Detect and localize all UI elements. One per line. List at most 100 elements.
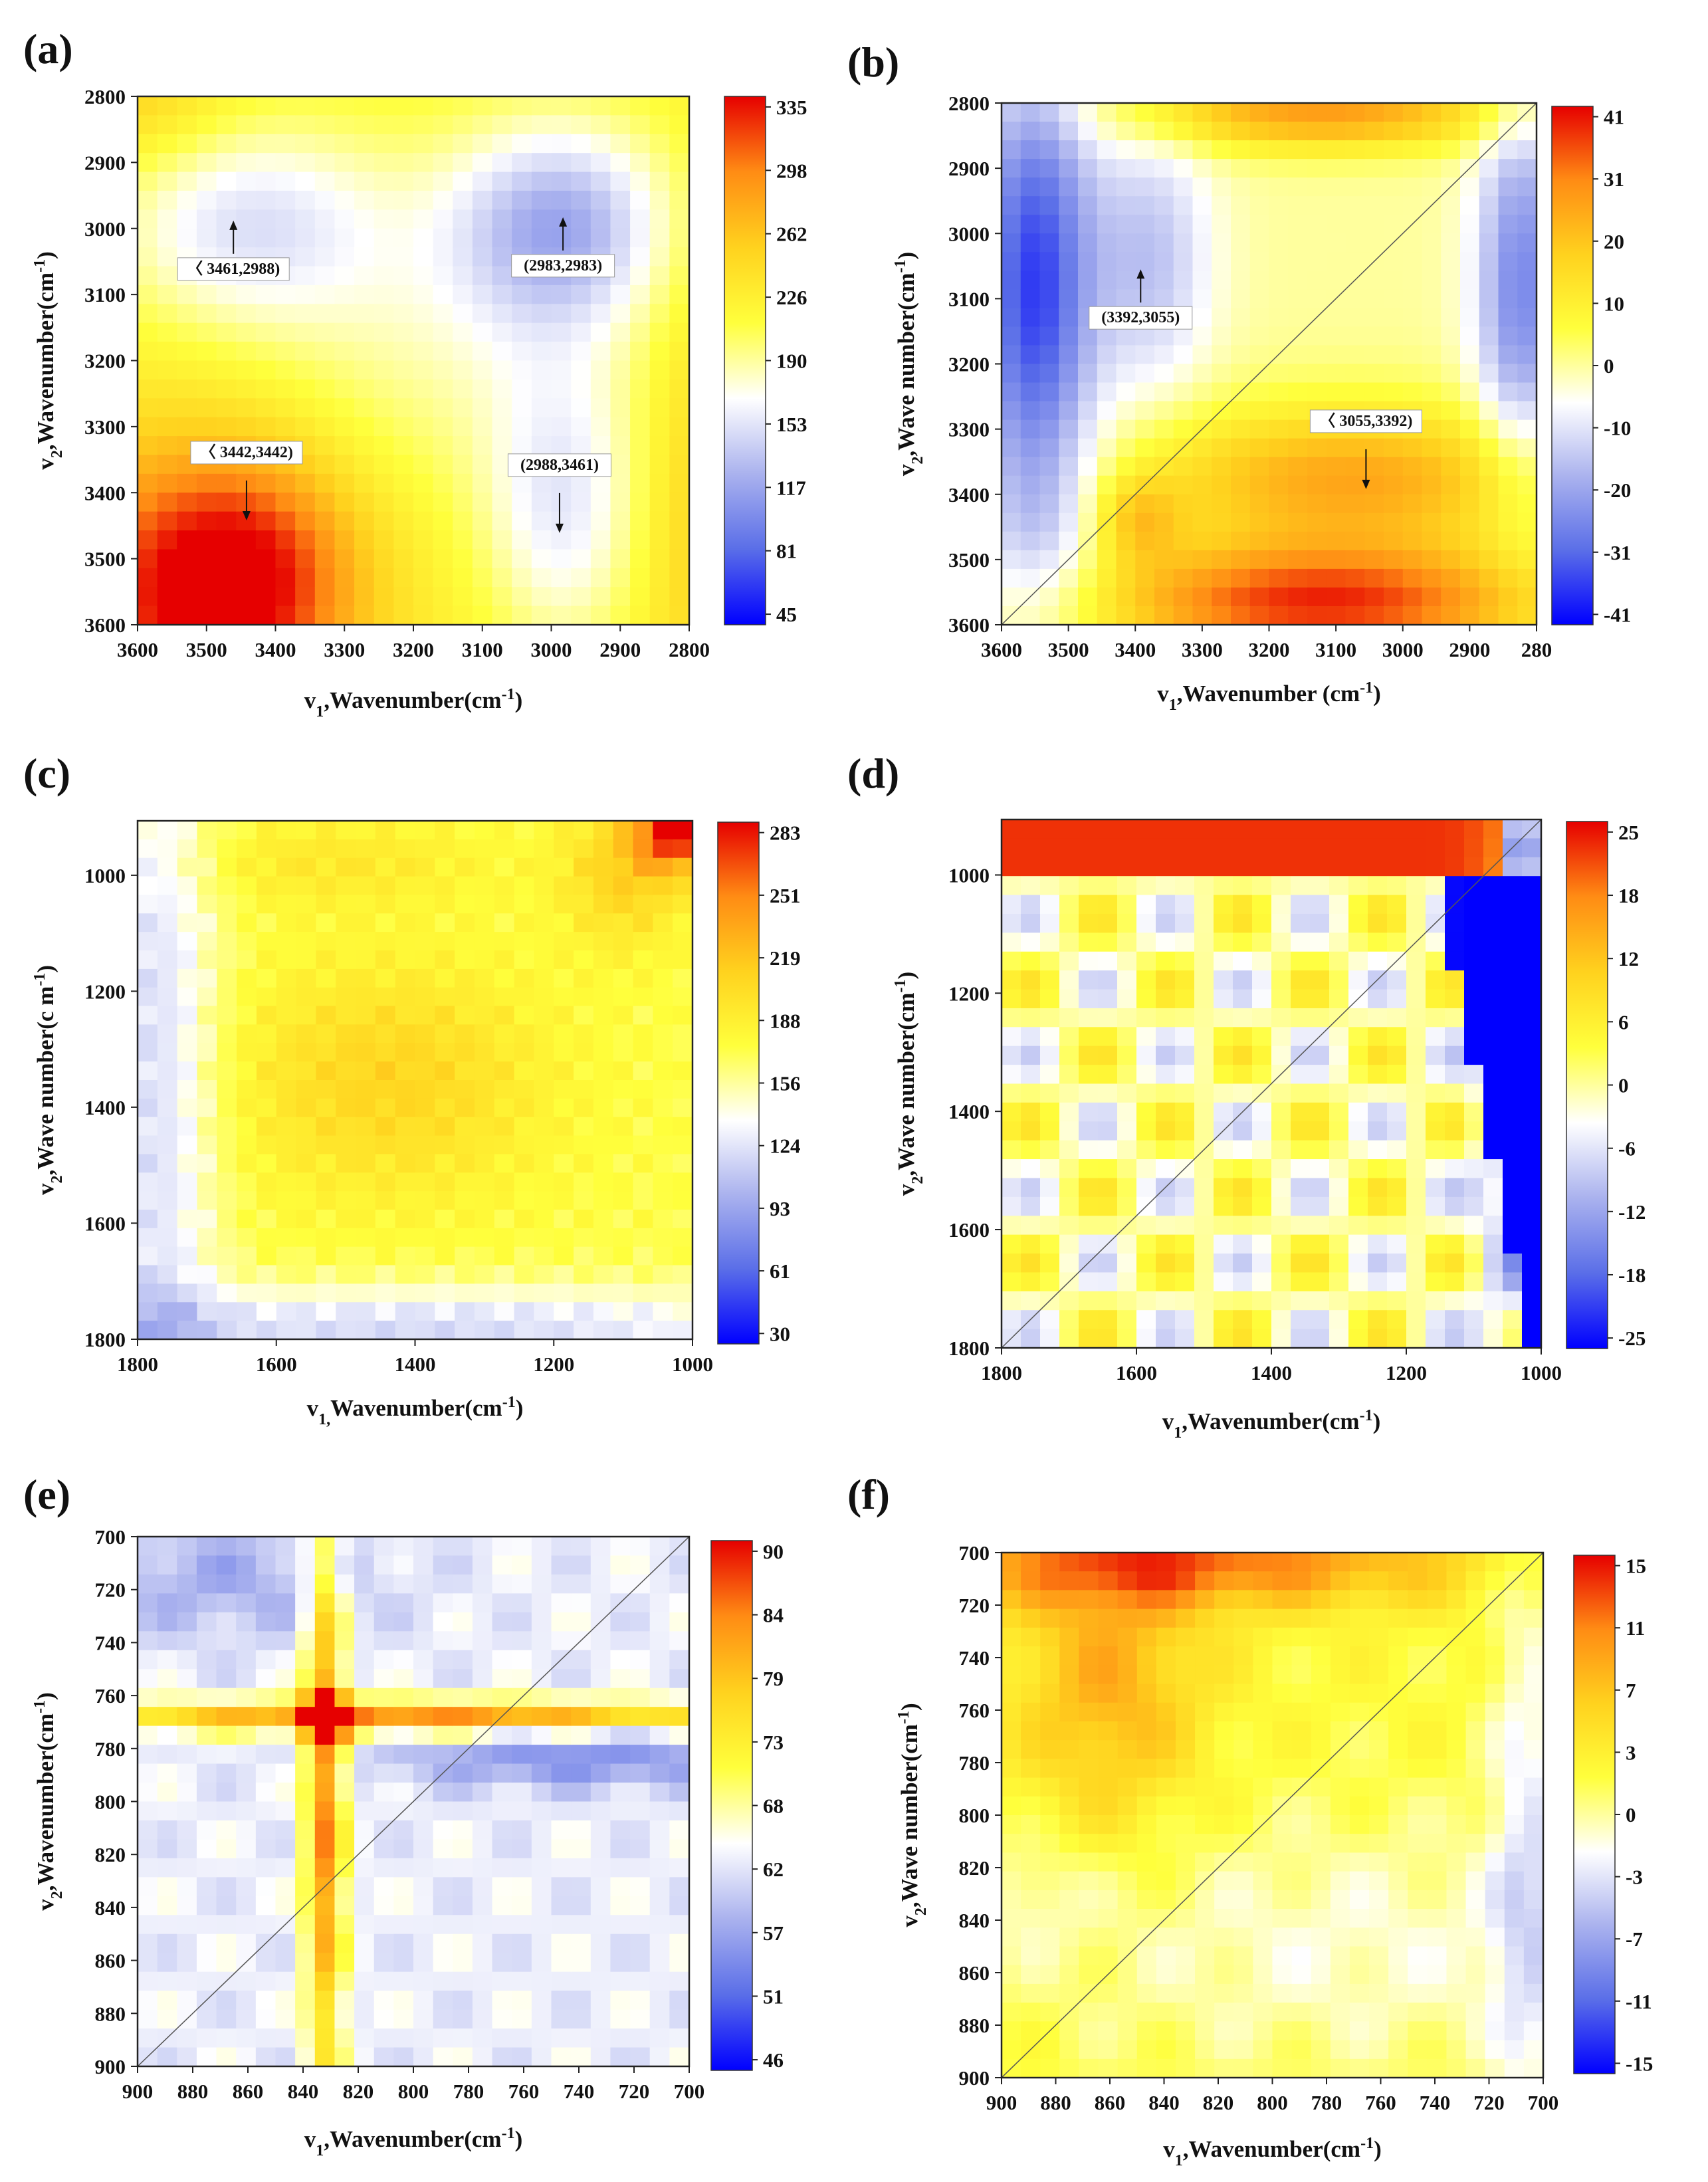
heatmap-cell <box>157 379 178 399</box>
heatmap-cell <box>1291 1759 1312 1779</box>
heatmap-cell <box>276 876 297 896</box>
heatmap-cell <box>1326 103 1346 122</box>
heatmap-cell <box>649 96 671 116</box>
heatmap-cell <box>1388 1665 1409 1685</box>
heatmap-cell <box>1002 1646 1021 1666</box>
heatmap-cell <box>236 1707 257 1727</box>
heatmap-cell <box>1117 1646 1138 1666</box>
heatmap-cell <box>316 821 337 840</box>
heatmap-cell <box>571 115 591 135</box>
heatmap-cell <box>1116 419 1136 439</box>
heatmap-cell <box>531 473 552 494</box>
heatmap-cell <box>673 1117 693 1137</box>
heatmap-cell <box>1441 401 1461 421</box>
heatmap-cell <box>571 473 591 494</box>
heatmap-cell <box>571 1896 591 1916</box>
heatmap-cell <box>1117 1871 1138 1891</box>
heatmap-cell <box>1483 1272 1503 1292</box>
heatmap-cell <box>354 228 375 248</box>
heatmap-cell <box>1402 252 1423 272</box>
heatmap-cell <box>374 1839 395 1859</box>
heatmap-cell <box>455 1210 475 1229</box>
heatmap-cell <box>1272 1946 1293 1966</box>
heatmap-cell <box>236 153 257 173</box>
heatmap-cell <box>1427 1834 1447 1854</box>
heatmap-cell <box>216 1707 237 1727</box>
heatmap-cell <box>1156 1083 1176 1103</box>
heatmap-cell <box>413 1801 434 1821</box>
heatmap-cell <box>1408 1834 1428 1854</box>
heatmap-cell <box>177 1593 197 1613</box>
heatmap-cell <box>1136 951 1156 971</box>
heatmap-cell <box>1446 1815 1467 1835</box>
heatmap-cell <box>1406 1234 1426 1254</box>
heatmap-cell <box>1427 1815 1447 1835</box>
heatmap-cell <box>1059 989 1079 1009</box>
heatmap-cell <box>256 1043 277 1062</box>
x-tick-label: 1600 <box>256 1353 297 1376</box>
x-tick-label: 3200 <box>1249 638 1290 661</box>
heatmap-cell <box>1117 2003 1138 2022</box>
heatmap-cell <box>1329 1083 1349 1103</box>
heatmap-cell <box>633 857 654 877</box>
heatmap-cell <box>216 605 237 625</box>
heatmap-cell <box>1269 531 1289 551</box>
heatmap-cell <box>157 134 178 154</box>
heatmap-cell <box>514 839 535 859</box>
heatmap-cell <box>494 1172 515 1192</box>
heatmap-cell <box>433 1877 454 1897</box>
heatmap-cell <box>1408 2021 1428 2041</box>
heatmap-cell <box>590 1971 611 1991</box>
heatmap-cell <box>1445 1008 1465 1028</box>
heatmap-cell <box>1271 1272 1291 1292</box>
heatmap-cell <box>1326 271 1346 290</box>
heatmap-cell <box>336 913 356 932</box>
heatmap-cell <box>571 1915 591 1935</box>
heatmap-cell <box>138 266 158 286</box>
heatmap-cell <box>1002 1927 1021 1947</box>
heatmap-cell <box>1252 838 1272 858</box>
heatmap-cell <box>474 857 495 877</box>
heatmap-cell <box>1288 382 1308 402</box>
heatmap-cell <box>138 511 158 531</box>
heatmap-cell <box>395 1098 416 1118</box>
heatmap-cell <box>1192 215 1213 235</box>
heatmap-cell <box>1002 345 1021 365</box>
heatmap-cell <box>1271 1008 1291 1028</box>
heatmap-cell <box>590 1574 611 1594</box>
heatmap-cell <box>534 1246 555 1266</box>
heatmap-cell <box>514 950 535 970</box>
heatmap-cell <box>1522 857 1541 877</box>
heatmap-cell <box>1369 2003 1389 2022</box>
heatmap-cell <box>1252 1140 1272 1160</box>
heatmap-cell <box>356 1135 376 1155</box>
heatmap-cell <box>512 209 532 229</box>
heatmap-cell <box>334 1839 355 1859</box>
heatmap-cell <box>472 417 493 437</box>
heatmap-cell <box>1059 1871 1080 1891</box>
heatmap-cell <box>1387 1178 1407 1198</box>
heatmap-cell <box>472 1877 493 1897</box>
x-tick-label: 800 <box>398 2080 429 2103</box>
heatmap-cell <box>1465 1684 1486 1703</box>
heatmap-cell <box>1479 215 1499 235</box>
heatmap-cell <box>1445 970 1465 990</box>
heatmap-cell <box>435 1006 455 1026</box>
heatmap-cell <box>494 1154 515 1174</box>
heatmap-cell <box>295 2028 316 2048</box>
heatmap-cell <box>649 398 671 418</box>
heatmap-cell <box>1402 103 1423 122</box>
heatmap-cell <box>1116 252 1136 272</box>
heatmap-cell <box>295 1877 316 1897</box>
heatmap-cell <box>295 134 316 154</box>
heatmap-cell <box>413 568 434 588</box>
heatmap-cell <box>531 530 552 550</box>
heatmap-cell <box>1464 1272 1484 1292</box>
heatmap-cell <box>653 1080 673 1099</box>
heatmap-cell <box>593 968 614 988</box>
heatmap-cell <box>633 1098 654 1118</box>
heatmap-cell <box>455 1191 475 1210</box>
heatmap-cell <box>492 1612 513 1632</box>
heatmap-cell <box>1369 1684 1389 1703</box>
heatmap-cell <box>1465 1909 1486 1929</box>
